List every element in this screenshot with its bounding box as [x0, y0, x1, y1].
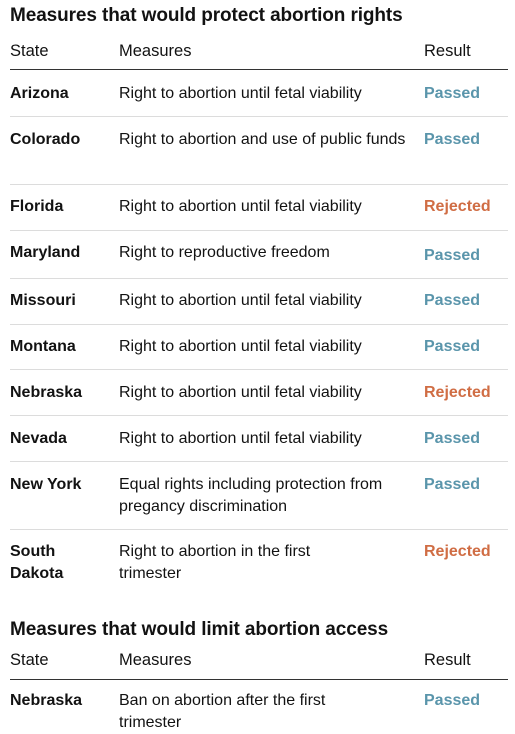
- row-state: Missouri: [10, 292, 76, 309]
- row-state: New York: [10, 476, 82, 493]
- row-state: Maryland: [10, 244, 81, 261]
- header-measures: Measures: [119, 42, 192, 60]
- row-measure: Right to abortion until fetal viability: [119, 292, 362, 309]
- row-divider: [10, 529, 508, 530]
- row-result: Passed: [424, 131, 481, 148]
- header-state: State: [10, 651, 49, 669]
- row-state: Nebraska: [10, 384, 83, 401]
- row-measure: Right to abortion until fetal viability: [119, 384, 362, 401]
- row-state: South Dakota: [10, 543, 64, 582]
- row-result: Passed: [424, 247, 481, 264]
- row-result: Rejected: [424, 543, 491, 560]
- table-header-protect: State Measures Result: [10, 42, 508, 62]
- row-state: Colorado: [10, 131, 81, 148]
- row-divider: [10, 324, 508, 325]
- row-state: Florida: [10, 198, 64, 215]
- row-result: Passed: [424, 338, 481, 355]
- row-result: Rejected: [424, 198, 491, 215]
- row-divider: [10, 415, 508, 416]
- header-state: State: [10, 42, 49, 60]
- row-measure: Right to abortion until fetal viability: [119, 85, 362, 102]
- row-state: Arizona: [10, 85, 69, 102]
- row-state: Nebraska: [10, 692, 83, 709]
- row-measure: Ban on abortion after the first trimeste…: [119, 692, 326, 731]
- row-measure: Right to abortion and use of public fund…: [119, 131, 406, 148]
- row-state: Montana: [10, 338, 76, 355]
- header-result: Result: [424, 651, 471, 669]
- row-result: Passed: [424, 292, 481, 309]
- row-divider: [10, 184, 508, 185]
- row-measure: Right to abortion until fetal viability: [119, 430, 362, 447]
- section-title-limit: Measures that would limit abortion acces…: [10, 619, 389, 640]
- row-state: Nevada: [10, 430, 67, 447]
- row-measure: Right to abortion in the first trimester: [119, 543, 311, 582]
- header-measures: Measures: [119, 651, 192, 669]
- header-result: Result: [424, 42, 471, 60]
- row-divider: [10, 461, 508, 462]
- row-divider: [10, 369, 508, 370]
- section-title-protect: Measures that would protect abortion rig…: [10, 5, 403, 26]
- row-divider: [10, 278, 508, 279]
- row-result: Passed: [424, 476, 481, 493]
- row-measure: Right to abortion until fetal viability: [119, 338, 362, 355]
- row-measure: Right to reproductive freedom: [119, 244, 330, 261]
- row-result: Rejected: [424, 384, 491, 401]
- table-header-limit: State Measures Result: [10, 651, 508, 671]
- row-measure: Equal rights including protection from p…: [119, 476, 383, 515]
- header-rule: [10, 69, 508, 70]
- row-divider: [10, 116, 508, 117]
- row-divider: [10, 230, 508, 231]
- row-result: Passed: [424, 85, 481, 102]
- row-result: Passed: [424, 430, 481, 447]
- header-rule: [10, 679, 508, 680]
- row-measure: Right to abortion until fetal viability: [119, 198, 362, 215]
- row-result: Passed: [424, 692, 481, 709]
